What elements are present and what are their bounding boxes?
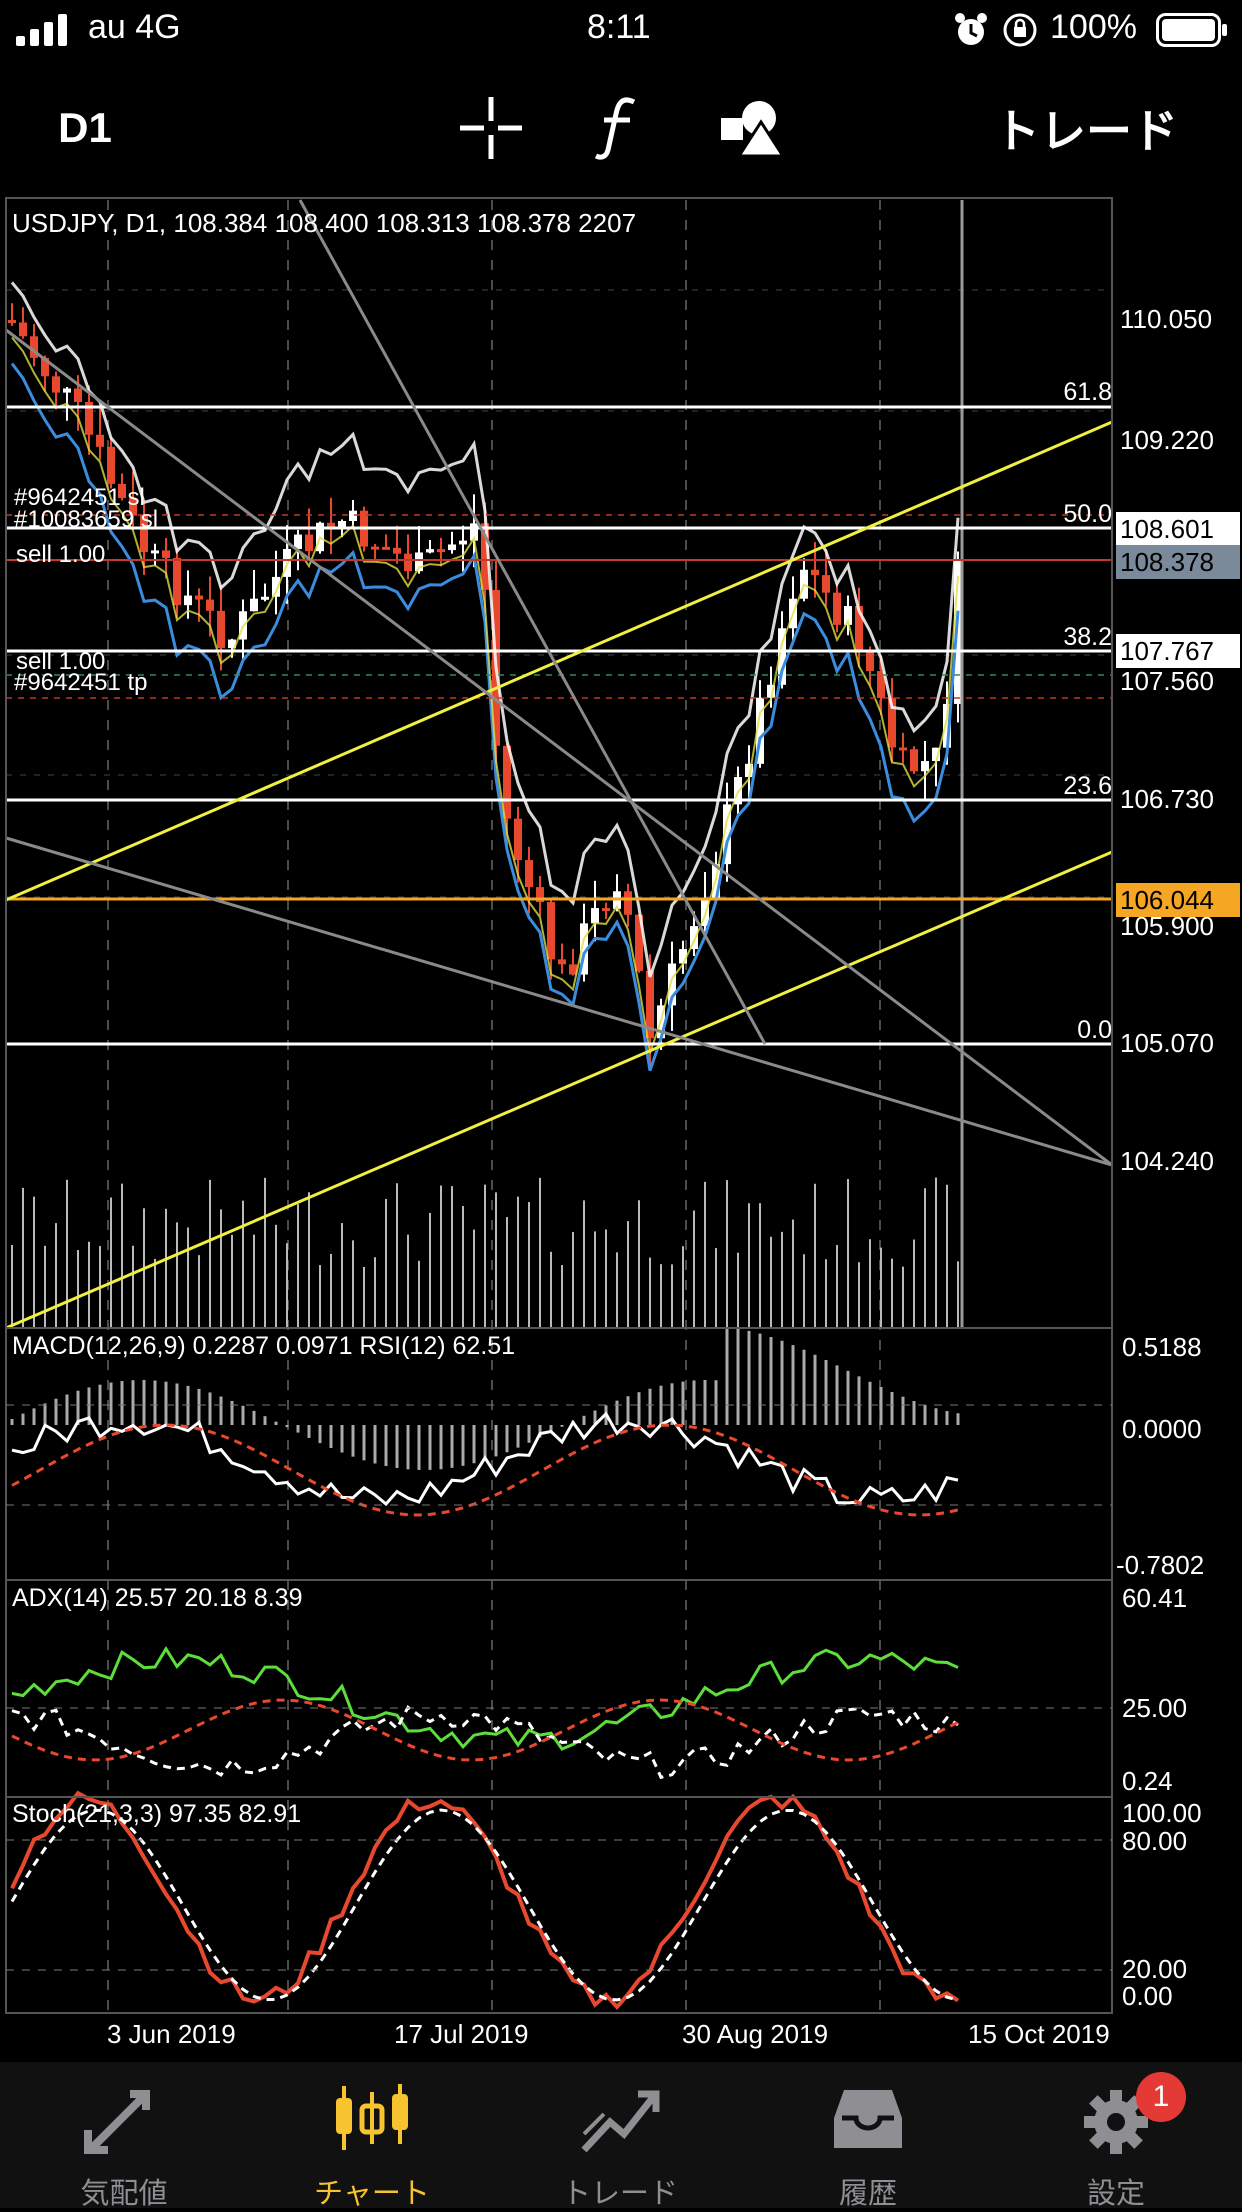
candlestick-series xyxy=(8,303,962,1470)
price-chart[interactable]: USDJPY, D1, 108.384 108.400 108.313 108.… xyxy=(0,190,1242,2060)
macd-scale-tick: 0.5188 xyxy=(1122,1332,1202,1362)
adx-scale-tick: 25.00 xyxy=(1122,1693,1187,1723)
carrier-label: au 4G xyxy=(88,8,181,46)
price-tick: 107.560 xyxy=(1120,666,1214,696)
order-label: #9642451 tp xyxy=(14,669,147,696)
fib-label: 61.8 xyxy=(1063,378,1112,406)
tab-chart[interactable]: チャート xyxy=(248,2062,496,2210)
chart-frame xyxy=(5,197,1113,2014)
function-icon xyxy=(594,97,636,160)
orientation-lock-icon xyxy=(1003,13,1037,47)
price-tick: 106.730 xyxy=(1120,784,1214,814)
tab-quotes[interactable]: 気配値 xyxy=(0,2062,248,2210)
current-price-box xyxy=(1116,512,1240,546)
indicator-lines xyxy=(10,281,960,2011)
indicators-button[interactable] xyxy=(584,97,654,160)
price-tick: 109.220 xyxy=(1120,425,1214,455)
adx-scale-tick: 0.24 xyxy=(1122,1766,1173,1796)
chart-grid xyxy=(6,200,1112,2012)
date-tick: 3 Jun 2019 xyxy=(107,2019,236,2049)
clock: 8:11 xyxy=(587,8,651,46)
adx-pane: ADX(14) 25.57 20.18 8.39 60.41 25.00 0.2… xyxy=(6,1583,1187,1796)
order-label: sell 1.00 xyxy=(16,541,105,568)
trade-button[interactable]: トレード xyxy=(986,98,1186,158)
crosshair-icon xyxy=(460,97,522,159)
alarm-icon xyxy=(955,13,987,45)
adx-scale-tick: 60.41 xyxy=(1122,1583,1187,1613)
trend-line-upper xyxy=(5,420,1113,902)
tab-bar: 気配値 チャート トレード 履歴 xyxy=(0,2062,1242,2210)
trade-trend-icon xyxy=(581,2090,660,2153)
stoch-scale-tick: 0.00 xyxy=(1122,1981,1173,2011)
tab-label: 履歴 xyxy=(838,2178,897,2210)
chart-header: USDJPY, D1, 108.384 108.400 108.313 108.… xyxy=(12,208,636,238)
status-bar: au 4G 8:11 100% xyxy=(0,0,1242,60)
candlestick-chart-icon xyxy=(336,2084,408,2150)
settings-gear-icon xyxy=(1084,2090,1148,2154)
quotes-arrows-icon xyxy=(84,2090,150,2154)
price-tick: 108.601 xyxy=(1120,514,1214,544)
date-axis: 3 Jun 2019 17 Jul 2019 30 Aug 2019 15 Oc… xyxy=(107,2019,1110,2049)
signal-bars-icon xyxy=(16,14,67,46)
trend-line-gray-3 xyxy=(298,199,767,1045)
history-inbox-icon xyxy=(834,2090,902,2148)
trade-button-label: トレード xyxy=(994,105,1178,157)
bid-price-box xyxy=(1116,545,1240,579)
stoch-label: Stoch(21,3,3) 97.35 82.91 xyxy=(12,1800,301,1828)
trend-line-gray-2 xyxy=(5,836,1113,1167)
fib-label: 23.6 xyxy=(1063,772,1112,800)
tab-label: 気配値 xyxy=(80,2178,168,2210)
price-tick: 104.240 xyxy=(1120,1146,1214,1176)
adx-label: ADX(14) 25.57 20.18 8.39 xyxy=(12,1584,302,1612)
macd-scale-tick: -0.7802 xyxy=(1116,1550,1204,1580)
timeframe-label: D1 xyxy=(58,104,112,151)
macd-label: MACD(12,26,9) 0.2287 0.0971 RSI(12) 62.5… xyxy=(12,1332,515,1360)
order-label: #9642451 sl xyxy=(14,484,145,511)
order-price-box xyxy=(1116,634,1240,668)
price-tick: 105.070 xyxy=(1120,1028,1214,1058)
objects-icon xyxy=(721,101,785,158)
battery-icon xyxy=(1156,13,1227,47)
price-tick: 110.050 xyxy=(1120,304,1212,334)
date-tick: 15 Oct 2019 xyxy=(968,2019,1110,2049)
crosshair-button[interactable] xyxy=(456,97,526,159)
fib-labels: 61.8 50.0 38.2 23.6 0.0 xyxy=(1063,378,1112,1044)
date-tick: 30 Aug 2019 xyxy=(682,2019,828,2049)
battery-percent: 100% xyxy=(1050,8,1137,46)
settings-badge: 1 xyxy=(1136,2072,1186,2122)
date-tick: 17 Jul 2019 xyxy=(394,2019,528,2049)
fib-label: 0.0 xyxy=(1077,1016,1112,1044)
stoch-scale-tick: 20.00 xyxy=(1122,1954,1187,1984)
price-tick: 106.044 xyxy=(1120,885,1214,915)
tab-trade[interactable]: トレード xyxy=(496,2062,744,2210)
objects-button[interactable] xyxy=(712,98,792,158)
tab-history[interactable]: 履歴 xyxy=(744,2062,992,2210)
tab-settings[interactable]: 1 設定 xyxy=(992,2062,1240,2210)
price-scale: 110.050 109.220 108.601 108.378 107.767 … xyxy=(1116,304,1240,1176)
order-label: sell 1.00 xyxy=(16,648,105,675)
tab-label: 設定 xyxy=(1086,2178,1145,2210)
fib-label: 38.2 xyxy=(1063,623,1112,651)
tab-label: チャート xyxy=(314,2178,430,2210)
macd-pane: MACD(12,26,9) 0.2287 0.0971 RSI(12) 62.5… xyxy=(6,1332,1204,1580)
tab-label: トレード xyxy=(561,2178,678,2210)
trend-line-gray-1 xyxy=(5,328,1113,1167)
chart-toolbar: D1 トレード xyxy=(0,60,1242,190)
highlight-price-box xyxy=(1116,883,1240,917)
price-tick: 108.378 xyxy=(1120,547,1214,577)
macd-scale-tick: 0.0000 xyxy=(1122,1414,1202,1444)
price-tick: 107.767 xyxy=(1120,636,1214,666)
order-labels: #9642451 sl #10083659 sl sell 1.00 sell … xyxy=(14,484,158,696)
fib-label: 50.0 xyxy=(1063,500,1112,528)
stoch-scale-tick: 80.00 xyxy=(1122,1826,1187,1856)
stoch-scale-tick: 100.00 xyxy=(1122,1798,1202,1828)
order-label: #10083659 sl xyxy=(14,506,158,533)
stoch-pane: Stoch(21,3,3) 97.35 82.91 100.00 80.00 2… xyxy=(6,1798,1202,2011)
trend-line-lower xyxy=(5,850,1113,1330)
timeframe-button[interactable]: D1 xyxy=(40,98,130,158)
